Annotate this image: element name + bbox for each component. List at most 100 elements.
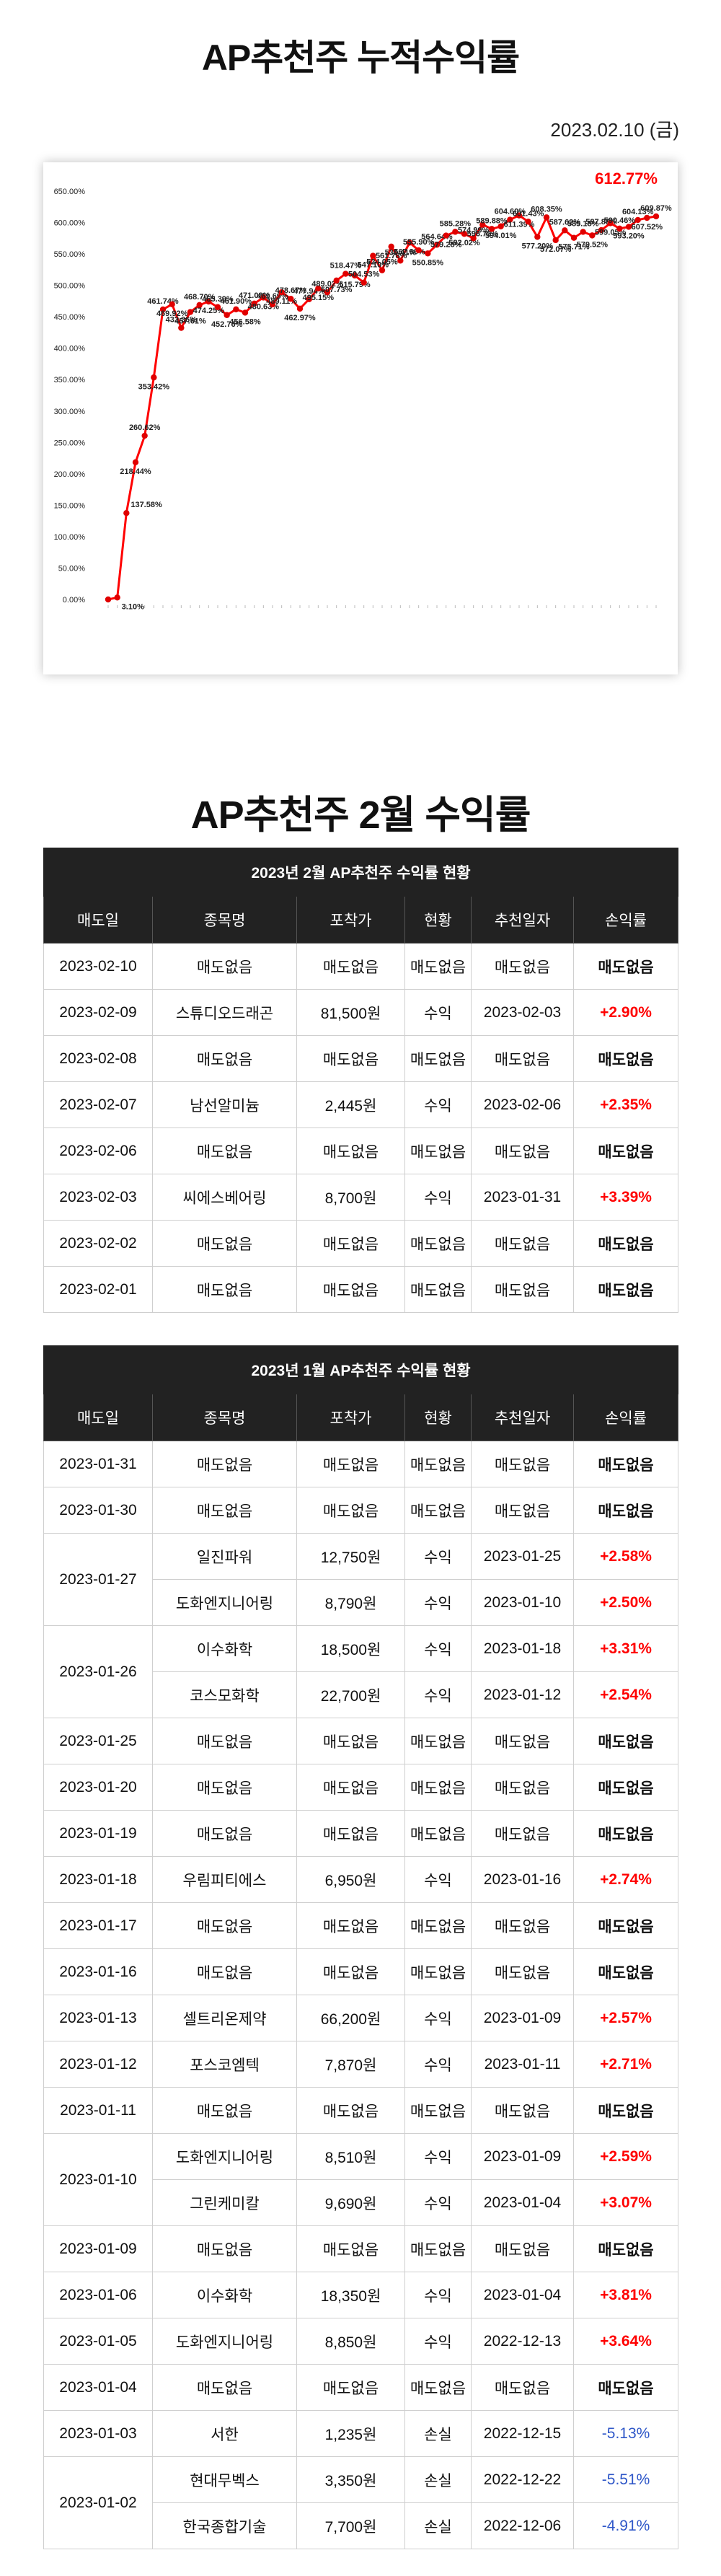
- sell-date-cell: 2023-01-20: [43, 1764, 153, 1811]
- table-row: 2023-02-09 스튜디오드래곤 81,500원 수익 2023-02-03 +2.9…: [43, 989, 679, 1036]
- stock-name-cell: 매도없음: [152, 1035, 297, 1082]
- sell-date-cell: 2023-02-10: [43, 943, 153, 990]
- jan-table-caption: 2023년 1월 AP추천주 수익률 현황: [43, 1345, 679, 1394]
- data-point: [552, 237, 559, 244]
- return-rate-cell: +2.71%: [572, 2041, 679, 2088]
- entry-price-cell: 8,850원: [296, 2318, 405, 2365]
- recommend-date-cell: 2023-01-25: [471, 1533, 574, 1580]
- sell-date-cell: 2023-01-10: [43, 2133, 153, 2226]
- entry-price-cell: 매도없음: [296, 1441, 405, 1487]
- return-rate-cell: 매도없음: [572, 2225, 679, 2272]
- data-label: 3.10%: [122, 602, 144, 611]
- data-label: 462.97%: [284, 314, 316, 322]
- table-row: 2023-01-02 현대무벡스 3,350원 손실 2022-12-22 -5.51%: [43, 2456, 679, 2549]
- data-point: [324, 289, 331, 296]
- col-return-rate: 손익률: [572, 896, 679, 944]
- data-label: 572.07%: [540, 245, 572, 254]
- sell-date-cell: 2023-02-03: [43, 1174, 153, 1221]
- entry-price-cell: 매도없음: [296, 1718, 405, 1764]
- recommend-date-cell: 매도없음: [471, 1487, 574, 1534]
- data-point: [415, 247, 422, 254]
- return-rate-cell: 매도없음: [572, 1902, 679, 1949]
- data-point: [616, 225, 623, 232]
- entry-price-cell: 매도없음: [296, 2364, 405, 2411]
- recommend-date-cell: 2022-12-22: [471, 2456, 574, 2503]
- recommend-date-cell: 2023-01-12: [471, 1671, 574, 1718]
- recommend-date-cell: 매도없음: [471, 1948, 574, 1995]
- status-cell: 매도없음: [404, 1220, 472, 1267]
- jan-returns-table: 2023년 1월 AP추천주 수익률 현황 매도일 종목명 포착가 현황 추천일…: [43, 1345, 679, 2549]
- stock-name-cell: 한국종합기술: [152, 2502, 297, 2549]
- data-point: [224, 312, 230, 318]
- data-point: [634, 216, 641, 224]
- entry-price-cell: 66,200원: [296, 1995, 405, 2041]
- stock-name-cell: 그린케미칼: [152, 2179, 297, 2226]
- data-label: 555.90%: [403, 238, 435, 247]
- status-cell: 매도없음: [404, 2087, 472, 2134]
- stock-name-cell: 코스모화학: [152, 1671, 297, 1718]
- recommend-date-cell: 2023-01-04: [471, 2272, 574, 2318]
- y-tick-label: 400.00%: [54, 345, 86, 353]
- stock-name-cell: 스튜디오드래곤: [152, 989, 297, 1036]
- table-row: 그린케미칼 9,690원 수익 2023-01-04 +3.07%: [44, 2179, 679, 2226]
- col-recommend-date: 추천일자: [471, 1394, 574, 1441]
- table-row: 2023-02-06 매도없음 매도없음 매도없음 매도없음 매도없음: [43, 1127, 679, 1174]
- return-rate-cell: +3.64%: [572, 2318, 679, 2365]
- status-cell: 수익: [404, 1533, 472, 1580]
- stock-name-cell: 매도없음: [152, 2364, 297, 2411]
- status-cell: 수익: [404, 1579, 472, 1626]
- data-label: 585.28%: [440, 219, 472, 228]
- recommend-date-cell: 매도없음: [471, 1718, 574, 1764]
- status-cell: 매도없음: [404, 1718, 472, 1764]
- data-label: 601.43%: [513, 209, 544, 218]
- entry-price-cell: 매도없음: [296, 1810, 405, 1857]
- data-label: 457.61%: [174, 317, 206, 326]
- data-point: [388, 243, 394, 250]
- stock-name-cell: 매도없음: [152, 1902, 297, 1949]
- stock-name-cell: 매도없음: [152, 1266, 297, 1313]
- sell-date-cell: 2023-01-02: [43, 2456, 153, 2549]
- data-point: [570, 234, 578, 241]
- data-label: 608.35%: [531, 205, 562, 214]
- data-point: [205, 298, 212, 305]
- table-row: 2023-01-10 도화엔지니어링 8,510원 수익 2023-01-09 +2.59…: [43, 2133, 679, 2226]
- table-row: 2023-01-16 매도없음 매도없음 매도없음 매도없음 매도없음: [43, 1948, 679, 1995]
- data-label: 478.67%: [275, 286, 307, 295]
- recommend-date-cell: 2023-01-09: [471, 2133, 574, 2180]
- sell-date-cell: 2023-01-16: [43, 1948, 153, 1995]
- sell-date-cell: 2023-01-05: [43, 2318, 153, 2365]
- stock-name-cell: 매도없음: [152, 1220, 297, 1267]
- data-point: [214, 304, 221, 310]
- entry-price-cell: 매도없음: [296, 1220, 405, 1267]
- y-tick-label: 50.00%: [58, 564, 86, 573]
- recommend-date-cell: 매도없음: [471, 1220, 574, 1267]
- y-tick-label: 300.00%: [54, 408, 86, 416]
- entry-price-cell: 18,350원: [296, 2272, 405, 2318]
- data-point: [315, 285, 322, 292]
- data-label: 593.20%: [613, 232, 645, 240]
- table-row: 2023-01-19 매도없음 매도없음 매도없음 매도없음 매도없음: [43, 1810, 679, 1857]
- table-row: 2023-01-27 일진파워 12,750원 수익 2023-01-25 +2.58%: [43, 1533, 679, 1626]
- data-point: [461, 230, 468, 237]
- y-tick-label: 200.00%: [54, 470, 86, 479]
- recommend-date-cell: 2023-02-03: [471, 989, 574, 1036]
- data-point: [233, 306, 239, 312]
- table-row: 2023-01-13 셀트리온제약 66,200원 수익 2023-01-09 +2.57…: [43, 1995, 679, 2041]
- recommend-date-cell: 2023-01-11: [471, 2041, 574, 2088]
- entry-price-cell: 7,870원: [296, 2041, 405, 2088]
- data-point: [598, 227, 605, 234]
- data-point: [516, 212, 523, 219]
- data-point: [379, 267, 386, 273]
- stock-name-cell: 이수화학: [152, 1625, 297, 1672]
- status-cell: 매도없음: [404, 2364, 472, 2411]
- status-cell: 손실: [404, 2410, 472, 2457]
- data-point: [196, 302, 203, 309]
- data-point: [141, 432, 148, 439]
- data-point: [479, 221, 486, 228]
- sell-date-cell: 2023-02-06: [43, 1127, 153, 1174]
- table-row: 2023-01-25 매도없음 매도없음 매도없음 매도없음 매도없음: [43, 1718, 679, 1764]
- stock-name-cell: 매도없음: [152, 2225, 297, 2272]
- recommend-date-cell: 매도없음: [471, 1902, 574, 1949]
- status-cell: 수익: [404, 2041, 472, 2088]
- entry-price-cell: 매도없음: [296, 1266, 405, 1313]
